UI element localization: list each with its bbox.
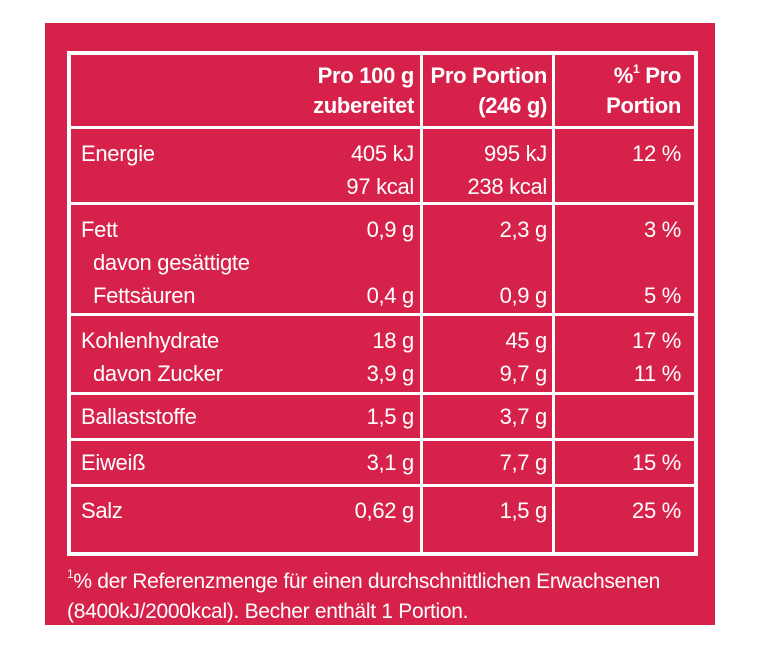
value-per-portion: 3,7 g bbox=[499, 404, 548, 429]
value-reference-intake: 12 % bbox=[632, 141, 681, 166]
nutrient-label: Kohlenhydrate davon Zucker bbox=[81, 328, 223, 386]
table-row: Ballaststoffe 1,5 g 3,7 g bbox=[71, 395, 694, 441]
table-row: Energie 405 kJ 97 kcal 995 kJ 238 kcal 1… bbox=[71, 129, 694, 205]
nutrition-table: Pro 100 g zubereitet Pro Portion (246 g)… bbox=[67, 51, 698, 556]
value-per-100g: 0,9 g 0,4 g bbox=[366, 217, 415, 308]
table-row: Eiweiß 3,1 g 7,7 g 15 % bbox=[71, 441, 694, 487]
header-per-portion: Pro Portion (246 g) bbox=[430, 63, 548, 118]
table-header-row: Pro 100 g zubereitet Pro Portion (246 g)… bbox=[71, 55, 694, 129]
value-per-100g: 0,62 g bbox=[354, 498, 415, 523]
value-per-100g: 18 g 3,9 g bbox=[366, 328, 415, 386]
value-per-100g: 1,5 g bbox=[366, 404, 415, 429]
value-per-portion: 1,5 g bbox=[499, 498, 548, 523]
value-reference-intake: 17 % 11 % bbox=[632, 328, 681, 386]
value-per-portion: 2,3 g 0,9 g bbox=[499, 217, 548, 308]
nutrition-label: Pro 100 g zubereitet Pro Portion (246 g)… bbox=[45, 23, 715, 625]
nutrient-label: Eiweiß bbox=[81, 450, 146, 475]
value-per-portion: 45 g 9,7 g bbox=[499, 328, 548, 386]
nutrient-label: Fett davon gesättigte Fettsäuren bbox=[81, 217, 250, 308]
value-per-portion: 7,7 g bbox=[499, 450, 548, 475]
value-per-portion: 995 kJ 238 kcal bbox=[467, 141, 547, 199]
value-reference-intake: 25 % bbox=[632, 498, 681, 523]
header-reference-intake: %1 Pro Portion bbox=[606, 62, 681, 118]
header-per-100g: Pro 100 g zubereitet bbox=[313, 63, 414, 118]
table-row: Kohlenhydrate davon Zucker 18 g 3,9 g 45… bbox=[71, 316, 694, 395]
nutrient-label: Energie bbox=[81, 141, 155, 166]
column-divider bbox=[420, 55, 423, 552]
column-divider bbox=[552, 55, 555, 552]
nutrient-label: Ballaststoffe bbox=[81, 404, 197, 429]
value-per-100g: 3,1 g bbox=[366, 450, 415, 475]
table-row: Salz 0,62 g 1,5 g 25 % bbox=[71, 487, 694, 553]
nutrient-label: Salz bbox=[81, 498, 123, 523]
footnote: 1% der Referenzmenge für einen durchschn… bbox=[67, 567, 661, 623]
value-per-100g: 405 kJ 97 kcal bbox=[346, 141, 414, 199]
table-row: Fett davon gesättigte Fettsäuren 0,9 g 0… bbox=[71, 205, 694, 316]
value-reference-intake: 3 % 5 % bbox=[643, 217, 681, 308]
value-reference-intake: 15 % bbox=[632, 450, 681, 475]
